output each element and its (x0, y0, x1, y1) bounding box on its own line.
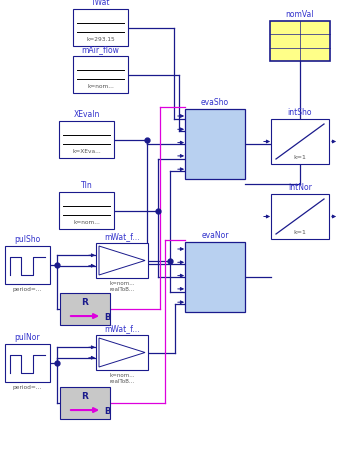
Text: realToB...: realToB... (109, 287, 135, 291)
Text: k=nom...: k=nom... (87, 84, 114, 89)
Text: mWat_f...: mWat_f... (104, 232, 140, 240)
Text: pulNor: pulNor (15, 332, 40, 341)
Text: period=...: period=... (13, 384, 42, 389)
Bar (5, 344, 50, 382)
Text: k=XEva...: k=XEva... (72, 149, 101, 154)
Text: B: B (104, 406, 110, 415)
Text: B: B (104, 312, 110, 321)
Bar (185, 110, 245, 180)
Bar (73, 10, 128, 47)
Bar (271, 120, 329, 165)
Text: TIn: TIn (80, 181, 93, 189)
Bar (59, 193, 114, 230)
Text: intSho: intSho (288, 108, 312, 117)
Text: k=293.15: k=293.15 (86, 37, 115, 42)
Text: TWat: TWat (91, 0, 110, 7)
Text: R: R (82, 298, 88, 307)
Bar (185, 243, 245, 313)
Text: pulSho: pulSho (14, 234, 41, 244)
Text: evaSho: evaSho (201, 98, 229, 107)
Text: R: R (82, 392, 88, 400)
Bar (5, 246, 50, 284)
Text: k=1: k=1 (293, 230, 307, 234)
Bar (73, 57, 128, 94)
Text: mAir_flow: mAir_flow (82, 45, 119, 54)
Text: k=nom...: k=nom... (109, 281, 135, 285)
Bar (270, 22, 330, 62)
Text: XEvaIn: XEvaIn (73, 110, 100, 119)
Bar (271, 194, 329, 239)
Text: k=1: k=1 (293, 155, 307, 160)
Text: k=nom...: k=nom... (109, 372, 135, 377)
Text: realToB...: realToB... (109, 378, 135, 383)
Text: evaNor: evaNor (201, 231, 229, 239)
Bar (60, 294, 110, 325)
Text: period=...: period=... (13, 287, 42, 291)
Text: intNor: intNor (288, 182, 312, 192)
Bar (59, 122, 114, 159)
Text: nomVal: nomVal (286, 10, 314, 19)
Text: k=nom...: k=nom... (73, 219, 100, 225)
Bar (96, 244, 148, 278)
Bar (60, 387, 110, 419)
Text: mWat_f...: mWat_f... (104, 323, 140, 332)
Bar (96, 335, 148, 370)
